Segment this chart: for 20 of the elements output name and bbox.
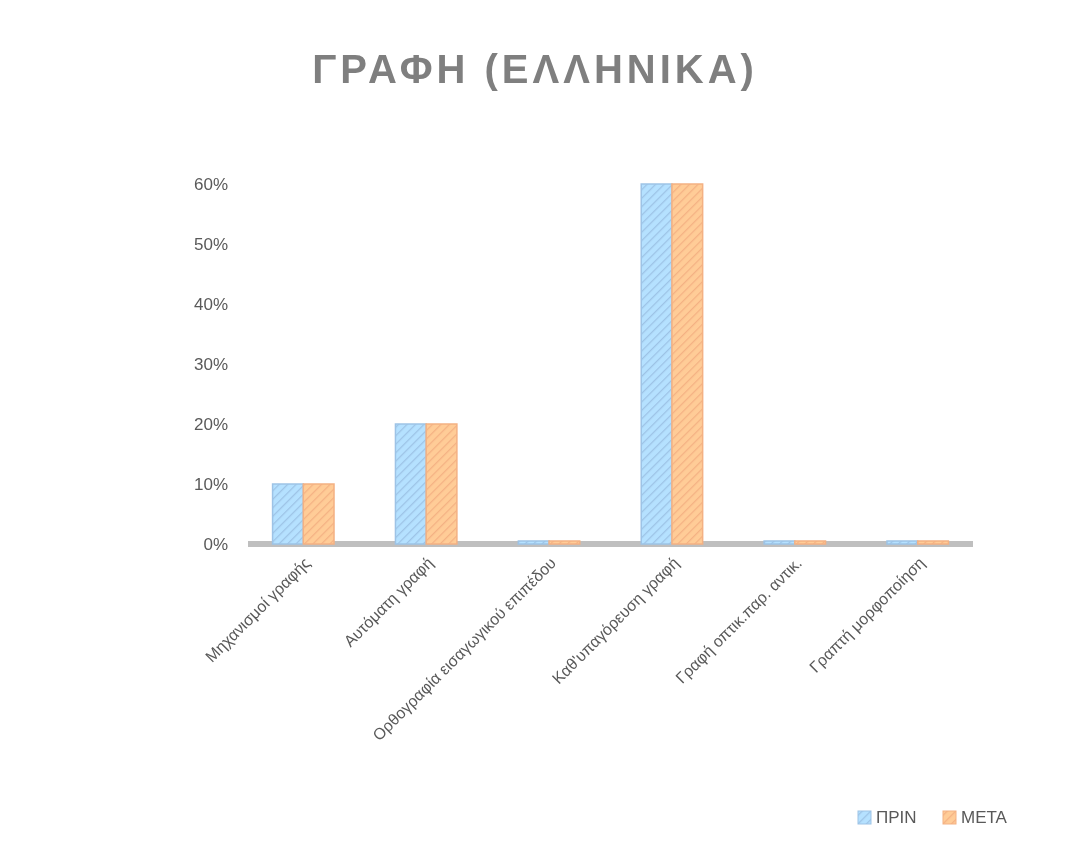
y-tick-label: 0%: [203, 534, 228, 554]
bar: [671, 183, 704, 545]
bar: [916, 540, 950, 545]
y-tick-label: 40%: [193, 294, 228, 314]
y-tick-label: 50%: [193, 234, 228, 254]
legend-label: ΜΕΤΑ: [961, 808, 1008, 827]
legend-label: ΠΡΙΝ: [876, 808, 917, 827]
bar: [886, 540, 919, 545]
bar: [640, 183, 673, 545]
y-tick-label: 60%: [193, 174, 228, 194]
chart-title: ΓΡΑΦΗ (ΕΛΛΗΝΙΚΑ): [312, 47, 758, 91]
bar: [548, 540, 581, 545]
bar: [763, 540, 796, 545]
y-tick-label: 20%: [193, 414, 228, 434]
y-tick-label: 10%: [193, 474, 228, 494]
bar: [517, 540, 550, 545]
bar: [425, 423, 458, 545]
bar: [794, 540, 827, 545]
bar: [394, 423, 427, 545]
y-tick-label: 30%: [193, 354, 228, 374]
